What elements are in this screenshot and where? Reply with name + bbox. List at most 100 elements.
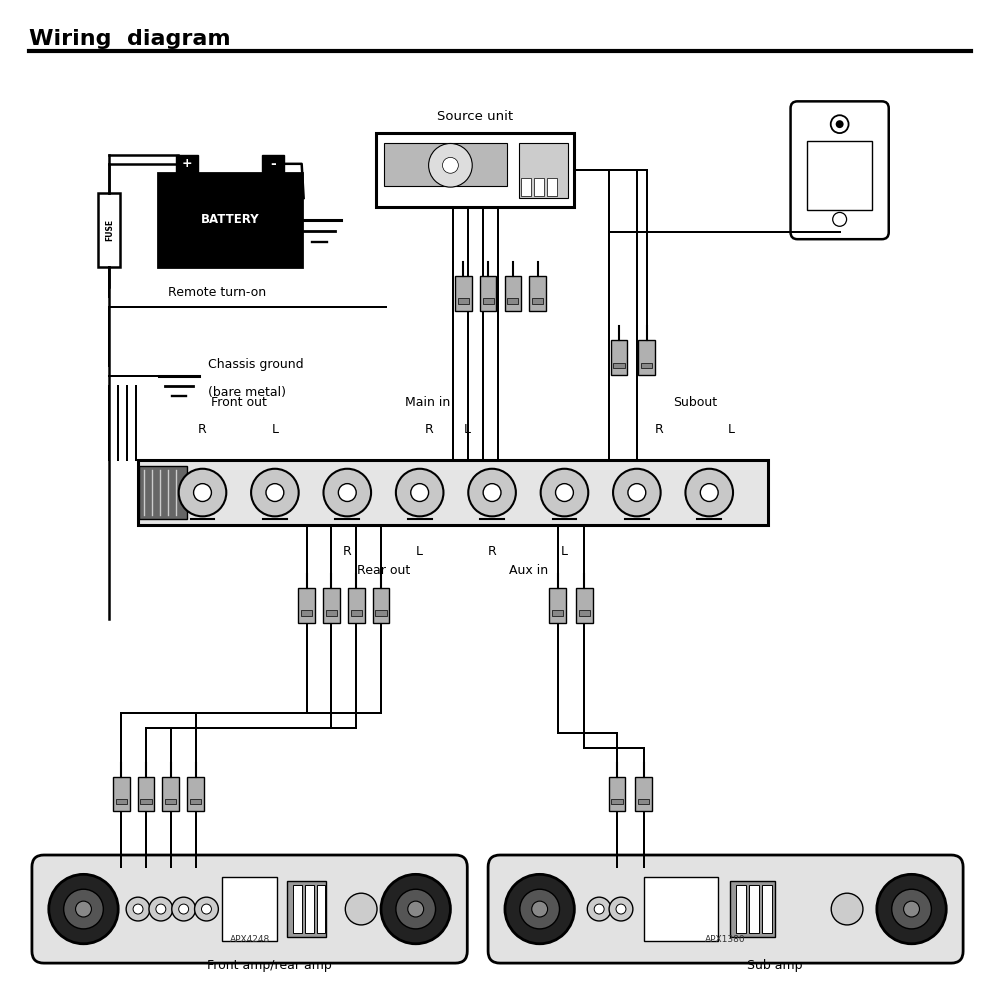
FancyBboxPatch shape (791, 101, 889, 239)
Circle shape (202, 904, 211, 914)
FancyBboxPatch shape (455, 276, 472, 311)
FancyBboxPatch shape (158, 173, 302, 267)
Text: +: + (181, 157, 192, 170)
Text: L: L (271, 423, 278, 436)
Circle shape (381, 874, 450, 944)
Circle shape (156, 904, 166, 914)
Text: R: R (488, 545, 496, 558)
FancyBboxPatch shape (638, 340, 655, 375)
Text: Front out: Front out (211, 396, 267, 409)
FancyBboxPatch shape (749, 885, 759, 933)
Circle shape (194, 484, 211, 501)
Text: L: L (561, 545, 568, 558)
FancyBboxPatch shape (176, 155, 198, 173)
FancyBboxPatch shape (644, 877, 718, 941)
Circle shape (149, 897, 173, 921)
FancyBboxPatch shape (190, 799, 201, 804)
FancyBboxPatch shape (139, 466, 187, 519)
Text: (bare metal): (bare metal) (208, 386, 286, 399)
Circle shape (396, 469, 443, 516)
FancyBboxPatch shape (32, 855, 467, 963)
Text: Front amp/rear amp: Front amp/rear amp (207, 959, 332, 972)
Text: Subout: Subout (673, 396, 717, 409)
Circle shape (831, 893, 863, 925)
FancyBboxPatch shape (611, 799, 623, 804)
Text: Rear out: Rear out (357, 564, 410, 577)
FancyBboxPatch shape (635, 777, 652, 811)
Circle shape (396, 889, 436, 929)
FancyBboxPatch shape (576, 588, 593, 623)
Text: Main in: Main in (405, 396, 451, 409)
Circle shape (520, 889, 560, 929)
Circle shape (609, 897, 633, 921)
FancyBboxPatch shape (293, 885, 302, 933)
Circle shape (49, 874, 118, 944)
Text: APX1380: APX1380 (705, 935, 746, 944)
Circle shape (616, 904, 626, 914)
Circle shape (831, 115, 849, 133)
Text: Source unit: Source unit (437, 110, 513, 123)
FancyBboxPatch shape (762, 885, 772, 933)
Circle shape (613, 469, 661, 516)
FancyBboxPatch shape (384, 143, 507, 186)
Text: R: R (343, 545, 352, 558)
FancyBboxPatch shape (505, 276, 521, 311)
Circle shape (700, 484, 718, 501)
Circle shape (833, 212, 847, 226)
FancyBboxPatch shape (376, 133, 574, 207)
Circle shape (408, 901, 424, 917)
Circle shape (179, 469, 226, 516)
Text: R: R (198, 423, 207, 436)
Circle shape (172, 897, 196, 921)
FancyBboxPatch shape (301, 610, 312, 616)
Text: L: L (728, 423, 735, 436)
FancyBboxPatch shape (287, 881, 326, 937)
FancyBboxPatch shape (521, 178, 531, 196)
Circle shape (64, 889, 103, 929)
Circle shape (532, 901, 548, 917)
Circle shape (338, 484, 356, 501)
Circle shape (411, 484, 429, 501)
FancyBboxPatch shape (519, 143, 568, 198)
FancyBboxPatch shape (807, 141, 872, 210)
Circle shape (266, 484, 284, 501)
FancyBboxPatch shape (326, 610, 337, 616)
FancyBboxPatch shape (480, 276, 496, 311)
Text: Aux in: Aux in (509, 564, 548, 577)
Circle shape (195, 897, 218, 921)
FancyBboxPatch shape (348, 588, 365, 623)
FancyBboxPatch shape (165, 799, 176, 804)
Text: Remote turn-on: Remote turn-on (168, 286, 266, 299)
Circle shape (251, 469, 299, 516)
FancyBboxPatch shape (187, 777, 204, 811)
Circle shape (323, 469, 371, 516)
FancyBboxPatch shape (373, 588, 389, 623)
FancyBboxPatch shape (638, 799, 649, 804)
Circle shape (836, 120, 844, 128)
FancyBboxPatch shape (534, 178, 544, 196)
Circle shape (587, 897, 611, 921)
Text: L: L (416, 545, 423, 558)
Text: FUSE: FUSE (105, 219, 114, 241)
FancyBboxPatch shape (641, 363, 652, 368)
Text: Sub amp: Sub amp (747, 959, 803, 972)
Circle shape (628, 484, 646, 501)
FancyBboxPatch shape (611, 340, 627, 375)
FancyBboxPatch shape (116, 799, 127, 804)
FancyBboxPatch shape (375, 610, 387, 616)
Text: APX4248: APX4248 (229, 935, 270, 944)
FancyBboxPatch shape (549, 588, 566, 623)
Circle shape (76, 901, 91, 917)
FancyBboxPatch shape (262, 155, 284, 173)
FancyBboxPatch shape (298, 588, 315, 623)
Text: BATTERY: BATTERY (200, 213, 259, 226)
Circle shape (133, 904, 143, 914)
Circle shape (126, 897, 150, 921)
FancyBboxPatch shape (351, 610, 362, 616)
Circle shape (429, 143, 472, 187)
Circle shape (179, 904, 189, 914)
Circle shape (904, 901, 919, 917)
Text: -: - (270, 157, 276, 171)
Circle shape (468, 469, 516, 516)
Circle shape (442, 157, 458, 173)
